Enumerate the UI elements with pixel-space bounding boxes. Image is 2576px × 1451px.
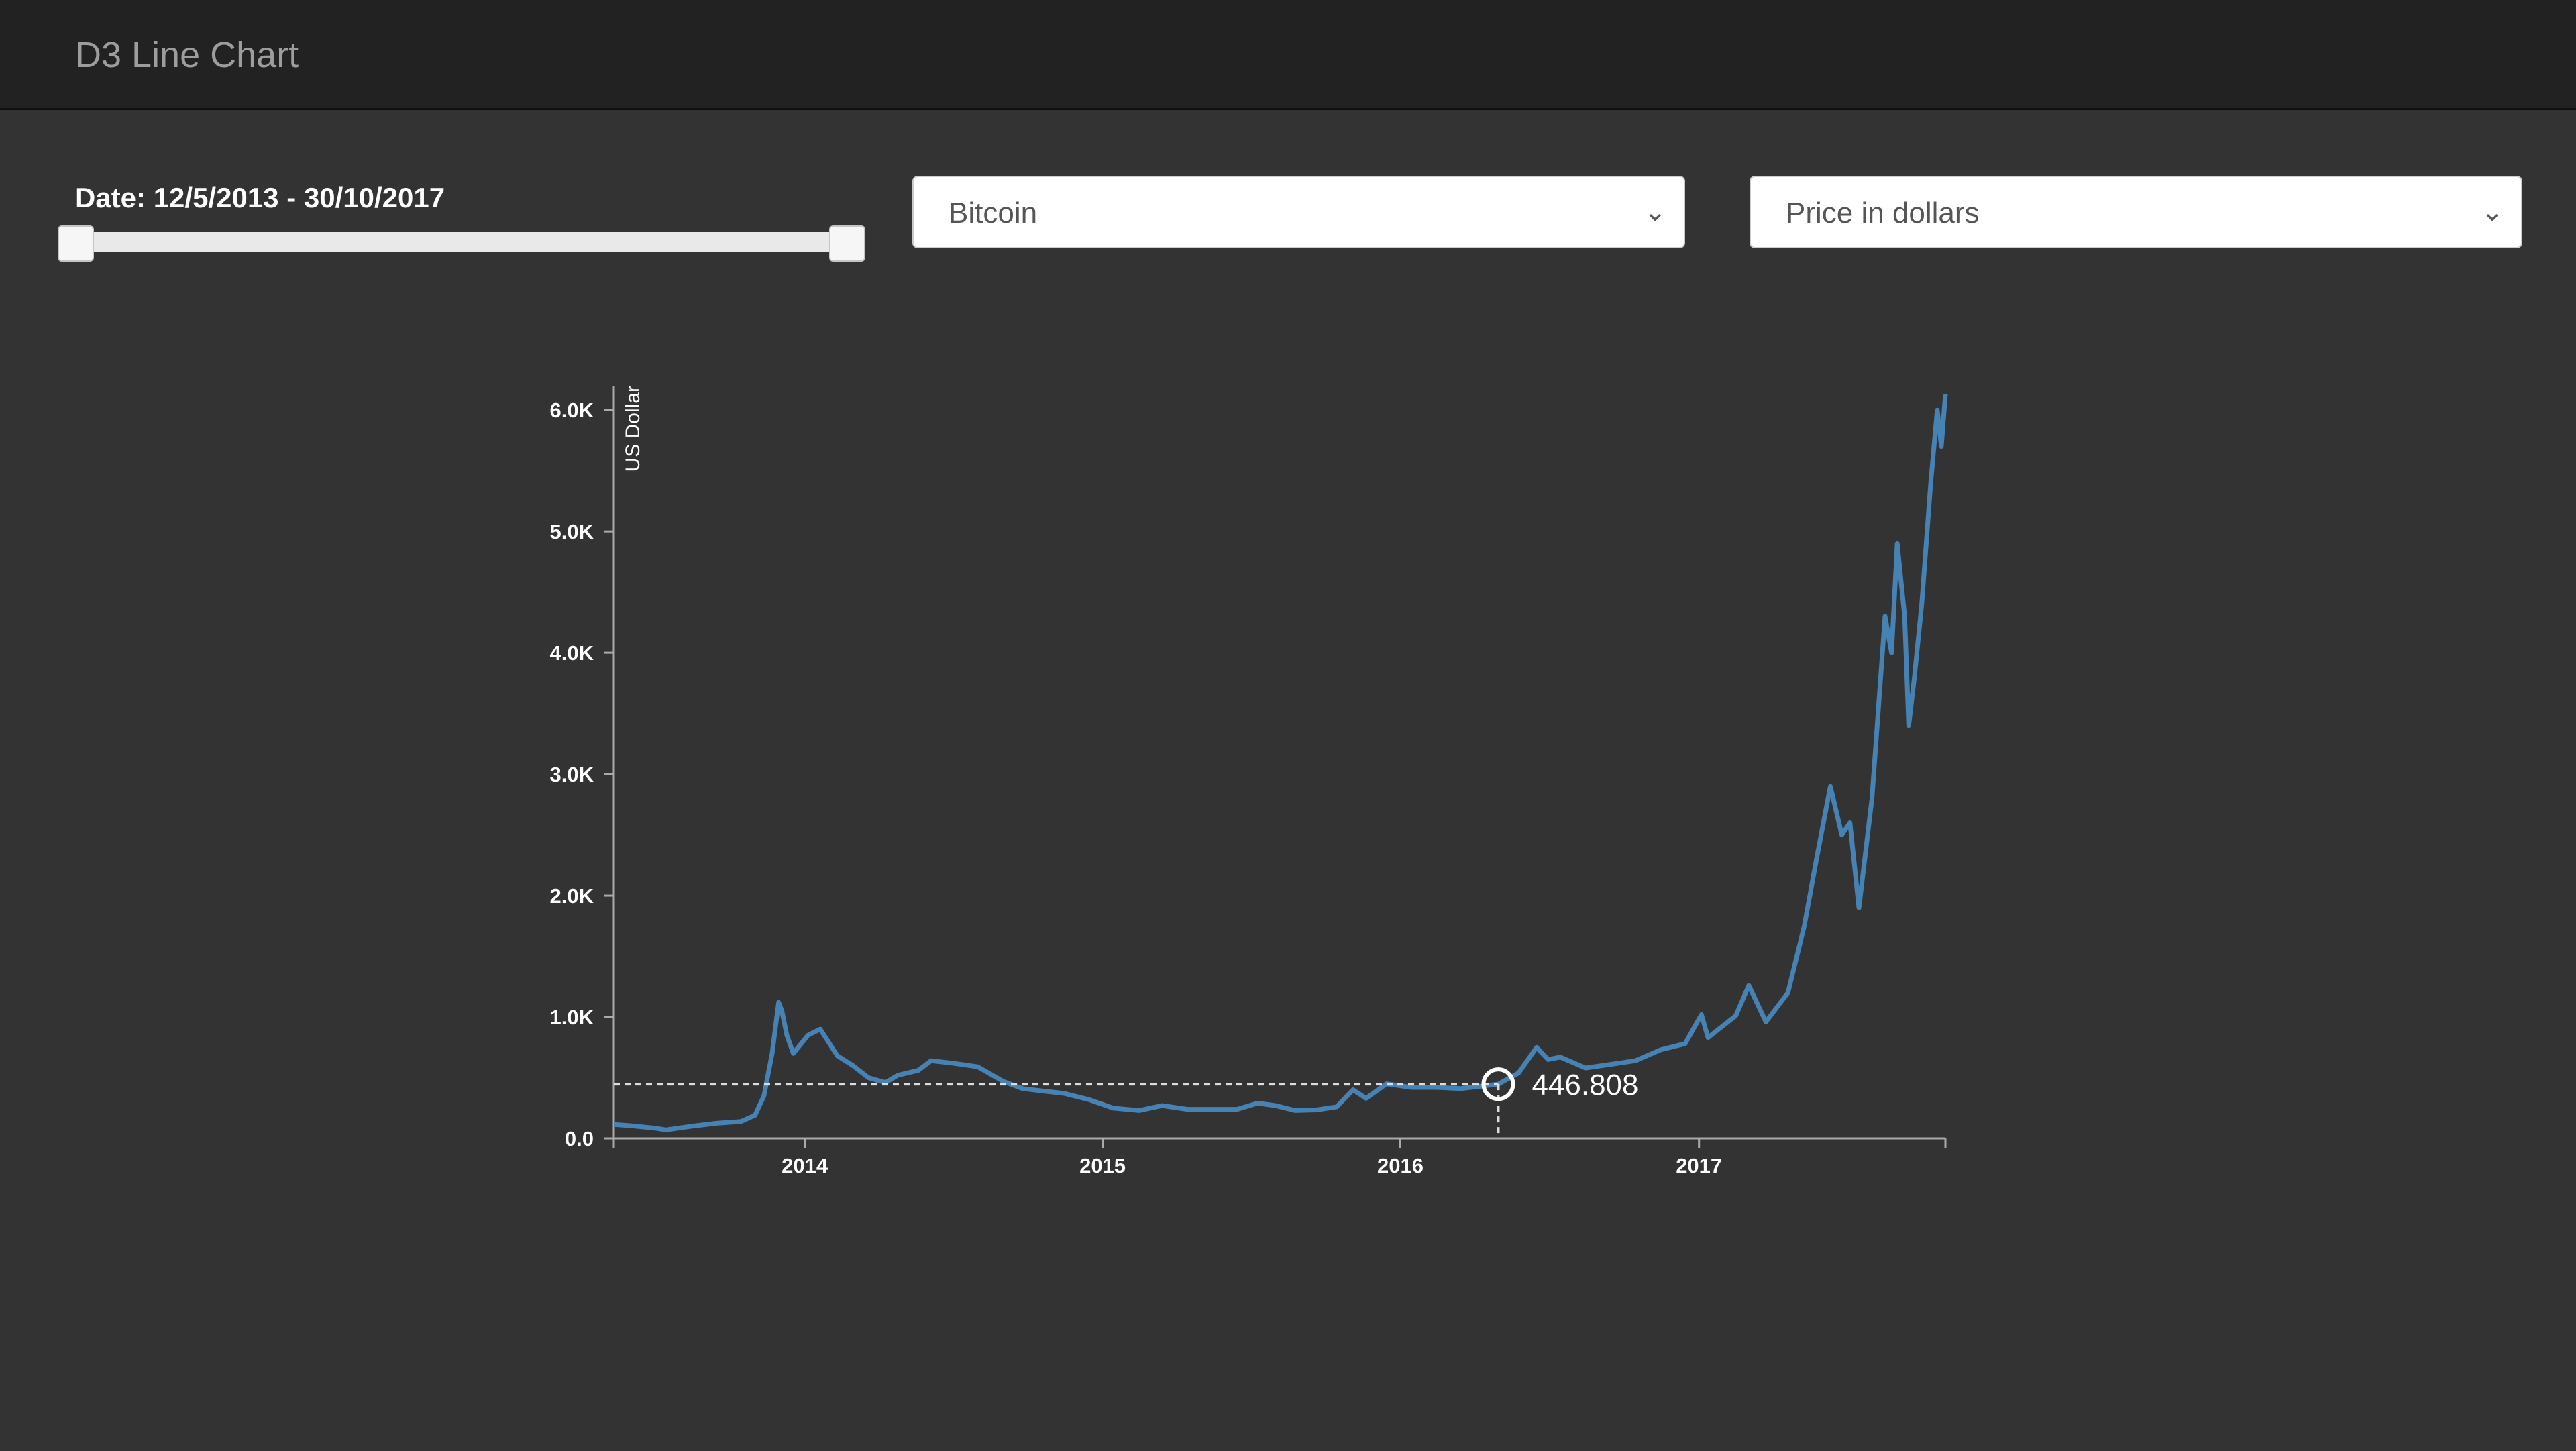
y-tick-label: 4.0K xyxy=(550,641,594,665)
slider-start-handle[interactable] xyxy=(58,225,94,262)
y-axis: 0.0 1.0K 2.0K 3.0K 4.0K 5.0K 6.0K xyxy=(550,386,615,1150)
x-tick-label: 2015 xyxy=(1079,1154,1126,1177)
y-tick-label: 3.0K xyxy=(550,763,594,786)
currency-select-value: Bitcoin xyxy=(949,197,1038,229)
y-tick-label: 0.0 xyxy=(565,1127,594,1150)
x-axis: 2014 2015 2016 2017 xyxy=(612,1137,1947,1177)
x-tick-label: 2014 xyxy=(782,1154,828,1177)
slider-selected-range xyxy=(75,232,848,252)
focus-circle xyxy=(1481,1067,1515,1101)
date-range-label: Date: 12/5/2013 - 30/10/2017 xyxy=(75,182,445,213)
measure-select[interactable]: Price in dollars ⌄ xyxy=(1750,176,2522,248)
date-range-slider[interactable] xyxy=(58,225,865,262)
chevron-down-icon: ⌄ xyxy=(1644,197,1666,227)
measure-select-value: Price in dollars xyxy=(1786,197,1980,229)
price-line xyxy=(613,394,1948,1132)
chevron-down-icon: ⌄ xyxy=(2481,197,2504,227)
y-tick-label: 5.0K xyxy=(550,520,594,543)
brand-title[interactable]: D3 Line Chart xyxy=(75,35,299,75)
focus-marker: 446.808 xyxy=(614,1067,1639,1138)
navbar: D3 Line Chart xyxy=(0,0,2576,110)
y-tick-label: 2.0K xyxy=(550,884,594,908)
y-tick-label: 6.0K xyxy=(550,398,594,422)
focus-value-label: 446.808 xyxy=(1532,1069,1638,1101)
slider-end-handle[interactable] xyxy=(829,225,865,262)
y-tick-label: 1.0K xyxy=(550,1006,594,1029)
x-tick-label: 2016 xyxy=(1377,1154,1424,1177)
currency-select[interactable]: Bitcoin ⌄ xyxy=(912,176,1685,248)
x-tick-label: 2017 xyxy=(1676,1154,1722,1177)
y-axis-label: US Dollar xyxy=(622,386,644,472)
